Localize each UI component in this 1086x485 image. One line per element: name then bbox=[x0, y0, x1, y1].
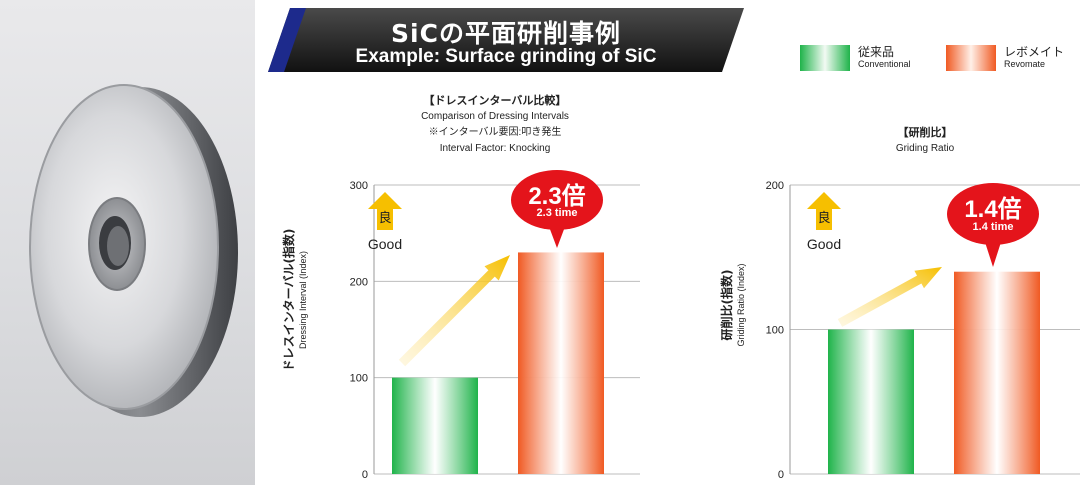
banner-title-en: Example: Surface grinding of SiC bbox=[355, 46, 657, 67]
grinding-y-axis-label: 研削比(指数) Griding Ratio (Index) bbox=[720, 240, 747, 370]
dressing-interval-chart: 0 100 200 300 bbox=[350, 180, 640, 481]
dressing-chart-svg: 0 100 200 300 bbox=[350, 180, 640, 481]
banner-title-jp: SiCの平面研削事例 bbox=[391, 19, 621, 48]
dressing-good-indicator: 良 Good bbox=[365, 192, 405, 252]
grinding-ratio-bubble: 1.4倍 1.4 time bbox=[946, 183, 1040, 267]
y-axis-label-jp: ドレスインターバル(指数) bbox=[282, 228, 296, 372]
speech-bubble-shape bbox=[947, 183, 1039, 267]
legend-label-en: Revomate bbox=[1004, 59, 1046, 69]
good-glyph: 良 bbox=[817, 210, 830, 226]
y-tick-label: 300 bbox=[350, 180, 368, 192]
grinding-chart-heading: 【研削比】 Griding Ratio bbox=[870, 125, 980, 157]
chart-title-en: Comparison of Dressing Intervals bbox=[421, 111, 569, 122]
increase-arrow-icon bbox=[837, 267, 942, 327]
bubble-multiplier: 1.4倍 bbox=[964, 196, 1022, 223]
up-arrow-icon: 良 bbox=[368, 192, 402, 230]
y-axis-label-en: Griding Ratio (Index) bbox=[736, 263, 746, 347]
banner-background bbox=[268, 8, 744, 72]
y-axis-label-jp: 研削比(指数) bbox=[720, 269, 734, 341]
speech-bubble-shape bbox=[511, 170, 603, 248]
good-label: Good bbox=[367, 236, 403, 252]
grinding-good-indicator: 良 Good bbox=[802, 192, 846, 252]
legend-label-en: Conventional bbox=[858, 59, 911, 69]
grinding-wheel-image bbox=[29, 84, 238, 417]
y-tick-label: 200 bbox=[766, 180, 784, 192]
good-label: Good bbox=[806, 236, 842, 252]
good-glyph: 良 bbox=[378, 210, 391, 226]
chart-title-jp: 【研削比】 bbox=[897, 126, 953, 139]
bar-conventional bbox=[828, 329, 914, 474]
bar-revomate bbox=[518, 252, 604, 474]
y-tick-label: 100 bbox=[350, 373, 368, 385]
y-tick-label: 0 bbox=[778, 469, 784, 481]
increase-arrow-icon bbox=[398, 255, 510, 367]
product-photo bbox=[0, 0, 255, 485]
y-tick-label: 100 bbox=[766, 325, 784, 337]
y-tick-label: 0 bbox=[362, 469, 368, 481]
grinding-chart-svg: 0 100 200 bbox=[766, 180, 1080, 481]
y-tick-label: 200 bbox=[350, 276, 368, 288]
dressing-y-axis-label: ドレスインターバル(指数) Dressing Interval (Index) bbox=[282, 200, 309, 400]
bar-revomate bbox=[954, 271, 1040, 474]
bar-conventional bbox=[392, 377, 478, 474]
grinding-ratio-chart: 0 100 200 bbox=[766, 180, 1080, 481]
chart-title-jp: 【ドレスインターバル比較】 bbox=[423, 94, 567, 107]
bubble-caption: 1.4 time bbox=[972, 221, 1014, 233]
dressing-ratio-bubble: 2.3倍 2.3 time bbox=[510, 170, 604, 248]
up-arrow-icon: 良 bbox=[807, 192, 841, 230]
chart-note-en: Interval Factor: Knocking bbox=[439, 143, 551, 154]
y-axis-label-en: Dressing Interval (Index) bbox=[298, 250, 308, 350]
legend-label-jp: 従来品 bbox=[858, 45, 895, 59]
chart-title-en: Griding Ratio bbox=[895, 143, 955, 154]
legend-label-jp: レボメイト bbox=[1004, 45, 1065, 59]
title-banner: SiCの平面研削事例 Example: Surface grinding of … bbox=[268, 8, 744, 72]
legend-swatch-revomate bbox=[946, 45, 996, 71]
bubble-multiplier: 2.3倍 bbox=[528, 183, 586, 210]
bubble-caption: 2.3 time bbox=[536, 207, 578, 219]
dressing-chart-heading: 【ドレスインターバル比較】 Comparison of Dressing Int… bbox=[370, 93, 620, 157]
legend-swatch-conventional bbox=[800, 45, 850, 71]
chart-note-jp: ※インターバル要因:叩き発生 bbox=[428, 127, 562, 138]
